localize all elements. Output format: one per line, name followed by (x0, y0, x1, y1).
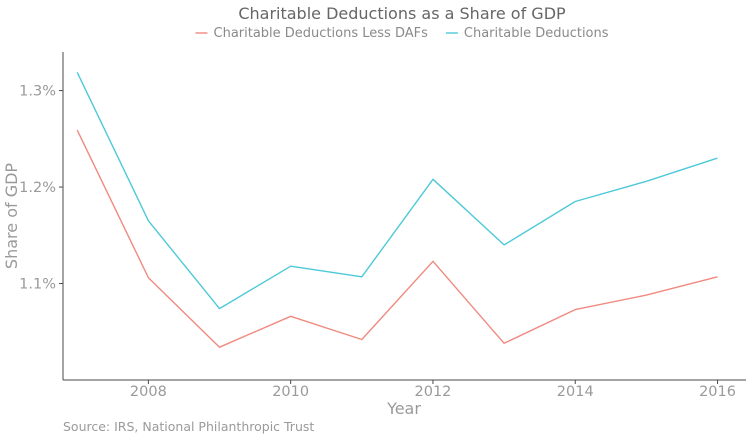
chart-title: Charitable Deductions as a Share of GDP (238, 4, 566, 23)
y-tick-label: 1.1% (19, 277, 56, 293)
x-tick-label: 2014 (557, 384, 594, 400)
x-tick-label: 2010 (272, 384, 309, 400)
y-tick-label: 1.2% (19, 180, 56, 196)
source-note: Source: IRS, National Philanthropic Trus… (63, 419, 314, 434)
series-lines (76, 71, 718, 348)
y-axis-ticks: 1.1% 1.2% 1.3% (19, 84, 63, 293)
x-axis-ticks: 2008 2010 2012 2014 2016 (130, 380, 736, 400)
legend-label: Charitable Deductions Less DAFs (214, 26, 429, 41)
y-tick-label: 1.3% (19, 84, 56, 100)
series-line-1 (76, 129, 718, 348)
y-axis-title: Share of GDP (2, 163, 21, 269)
x-axis-title: Year (386, 399, 421, 418)
x-tick-label: 2012 (415, 384, 452, 400)
x-tick-label: 2016 (699, 384, 736, 400)
legend-label: Charitable Deductions (464, 26, 609, 41)
series-line-2 (76, 71, 718, 310)
x-tick-label: 2008 (130, 384, 167, 400)
legend-item-1: Charitable Deductions Less DAFs (195, 26, 429, 41)
legend-item-2: Charitable Deductions (445, 26, 609, 41)
legend: Charitable Deductions Less DAFs Charitabl… (195, 26, 609, 41)
